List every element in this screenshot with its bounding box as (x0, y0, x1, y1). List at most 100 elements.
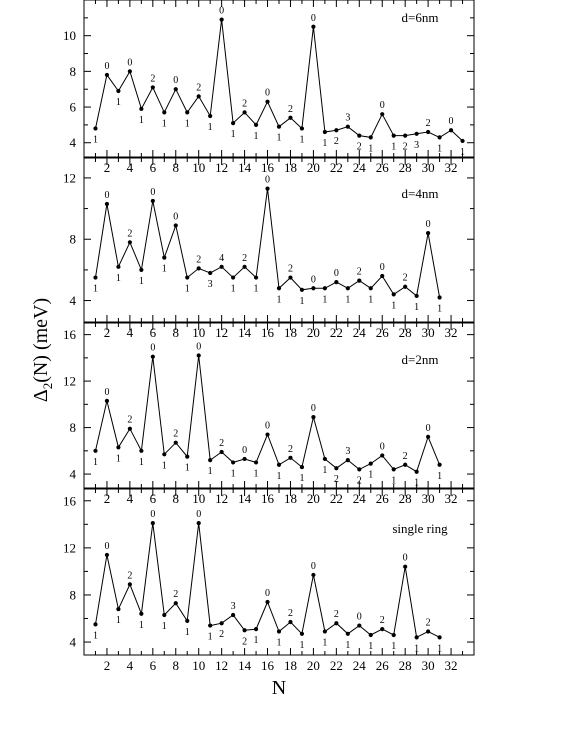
point-annotation: 0 (104, 387, 109, 398)
point-annotation: 2 (127, 415, 132, 426)
point-annotation: 0 (403, 553, 408, 564)
point-annotation: 0 (196, 342, 201, 353)
point-annotation: 1 (185, 284, 190, 295)
x-tick-label: 6 (150, 325, 157, 340)
data-point (150, 521, 155, 526)
point-annotation: 1 (322, 637, 327, 648)
data-point (414, 469, 419, 474)
point-annotation: 1 (299, 134, 304, 145)
data-point (426, 129, 431, 135)
data-point (265, 432, 270, 437)
point-annotation: 1 (116, 97, 121, 108)
point-annotation: 1 (437, 643, 442, 654)
data-point (391, 632, 396, 638)
point-annotation: 1 (299, 640, 304, 651)
point-annotation: 1 (139, 276, 144, 287)
point-annotation: 0 (357, 612, 362, 623)
point-annotation: 2 (357, 475, 362, 486)
panel-1: 2 4 6 8 10 12 14 16 18 20 22 24 26 28 30 32468101010121… (63, 0, 475, 175)
point-annotation: 2 (288, 264, 293, 275)
x-tick-label: 10 (192, 160, 205, 175)
data-point (196, 94, 201, 99)
data-point (460, 138, 465, 144)
data-point (253, 122, 259, 127)
point-annotation: 1 (231, 284, 236, 295)
point-annotation: 4 (219, 253, 224, 264)
data-point (357, 623, 362, 628)
point-annotation: 2 (173, 429, 178, 440)
x-tick-label: 18 (284, 658, 297, 673)
data-point (437, 295, 442, 300)
x-tick-label: 30 (422, 160, 435, 175)
x-tick-label: 20 (307, 160, 320, 175)
point-annotation: 1 (299, 473, 304, 484)
point-annotation: 0 (380, 100, 385, 111)
panel-title: single ring (392, 521, 448, 536)
point-annotation: 3 (208, 279, 213, 290)
data-point (162, 110, 167, 115)
point-annotation: 1 (93, 134, 98, 145)
point-annotation: 0 (219, 6, 224, 17)
point-annotation: 2 (288, 444, 293, 455)
data-point (150, 85, 155, 90)
data-point (173, 440, 178, 445)
data-point (185, 454, 190, 459)
point-annotation: 1 (437, 303, 442, 314)
point-annotation: 1 (139, 457, 144, 468)
x-tick-label: 26 (376, 325, 390, 340)
point-annotation: 2 (334, 136, 339, 147)
data-point (116, 606, 121, 612)
x-tick-label: 28 (399, 658, 412, 673)
y-tick-label: 8 (70, 232, 77, 247)
x-tick-label: 8 (173, 325, 180, 340)
point-annotation: 1 (93, 284, 98, 295)
point-annotation: 2 (242, 253, 247, 264)
x-tick-label: 8 (173, 658, 180, 673)
y-tick-label: 4 (70, 467, 77, 482)
point-annotation: 1 (368, 143, 373, 154)
x-tick-label: 18 (284, 491, 297, 506)
point-annotation: 1 (162, 621, 167, 632)
data-point (357, 133, 362, 138)
point-annotation: 2 (380, 615, 385, 626)
y-tick-label: 8 (70, 587, 77, 602)
x-tick-label: 22 (330, 325, 343, 340)
x-tick-label: 6 (150, 658, 157, 673)
x-tick-label: 28 (399, 491, 412, 506)
data-point (380, 626, 385, 632)
point-annotation: 1 (322, 465, 327, 476)
point-annotation: 1 (93, 630, 98, 641)
point-annotation: 1 (368, 470, 373, 481)
data-point (334, 466, 339, 471)
point-annotation: 1 (277, 133, 282, 144)
x-tick-label: 14 (238, 491, 252, 506)
series-line (95, 188, 441, 298)
data-point (276, 462, 282, 467)
point-annotation: 2 (288, 104, 293, 115)
data-point (127, 69, 132, 74)
point-annotation: 2 (334, 609, 339, 620)
data-point (242, 110, 247, 115)
data-point (391, 467, 396, 472)
data-point (426, 434, 431, 439)
point-annotation: 0 (104, 190, 109, 201)
data-point (93, 126, 98, 131)
point-annotation: 1 (139, 115, 144, 126)
data-point (231, 460, 236, 465)
data-point (448, 128, 454, 133)
data-point (322, 629, 327, 634)
x-tick-label: 24 (353, 658, 367, 673)
point-annotation: 1 (185, 118, 190, 129)
point-annotation: 1 (162, 118, 167, 129)
point-annotation: 0 (265, 88, 270, 99)
data-point (173, 87, 178, 92)
point-annotation: 1 (391, 475, 396, 486)
data-point (437, 635, 442, 640)
data-point (368, 286, 373, 291)
data-point (414, 293, 419, 299)
data-point (139, 267, 144, 272)
data-point (368, 135, 373, 140)
data-point (288, 619, 293, 625)
data-point (219, 449, 224, 455)
data-point (104, 398, 110, 403)
